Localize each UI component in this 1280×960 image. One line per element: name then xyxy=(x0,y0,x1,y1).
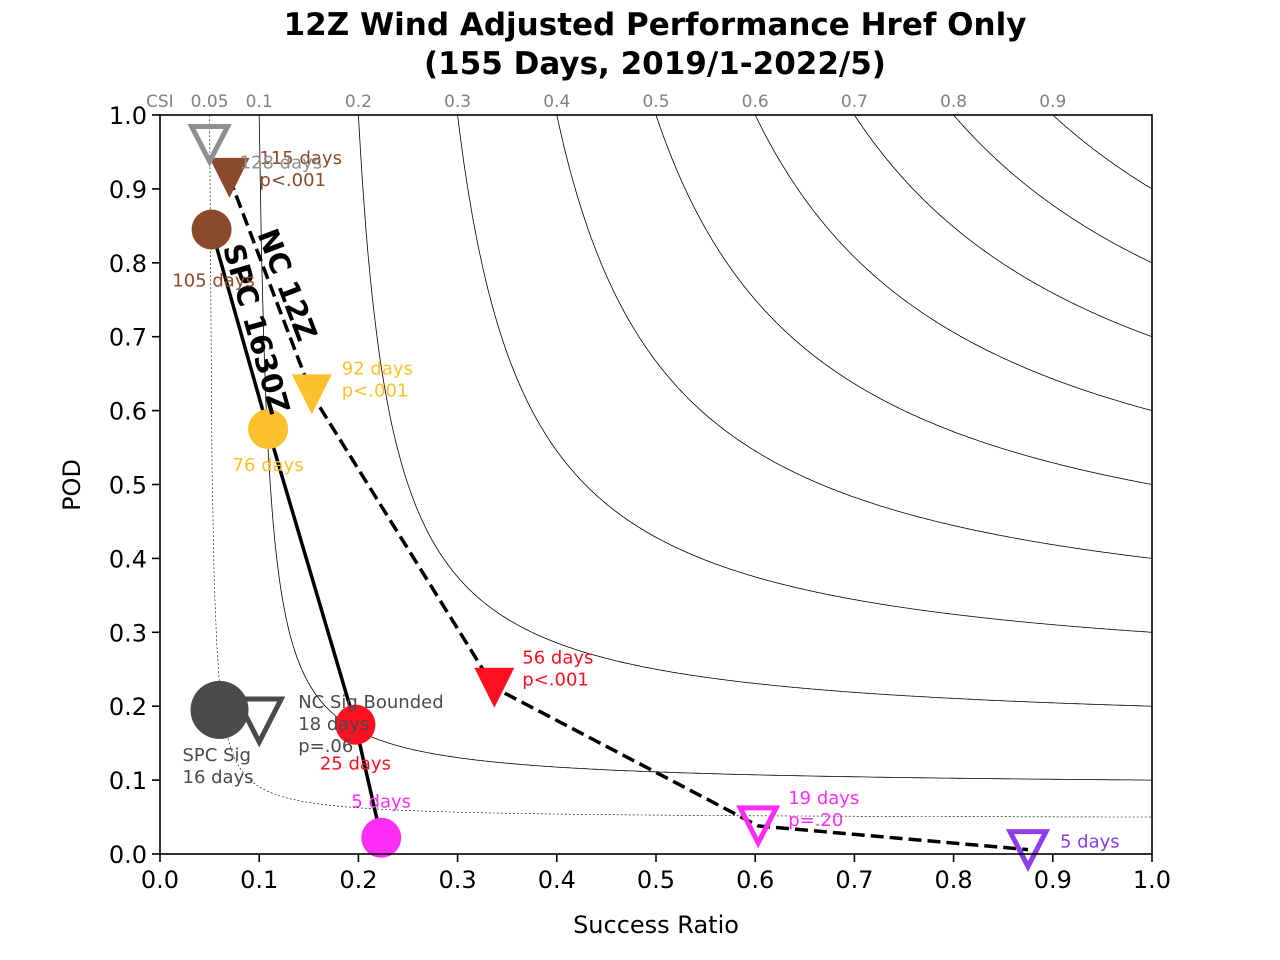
axes: 0.05 0.1 0.2 0.3 0.4 0.5 0.6 0.7 0.8 0.9 0.0 0.1 0.2… xyxy=(109,92,1171,894)
point-nc-12z-0 xyxy=(209,157,250,198)
y-tick-label-0-0: 0.0 xyxy=(109,841,147,869)
csi-tick-label-0-6: 0.6 xyxy=(742,92,769,112)
y-tick-label-0-5: 0.5 xyxy=(109,472,147,500)
x-tick-label-0-1: 0.1 xyxy=(240,866,278,894)
point-nc-sig-bounded-0 xyxy=(233,696,286,748)
csi-contour-0-6 xyxy=(754,115,1152,411)
label-spc-1630z-1-line-0: 76 days xyxy=(233,455,304,476)
label-nc-12z-2-line-0: 56 days xyxy=(522,648,593,669)
point-nc-12z-3 xyxy=(736,805,781,849)
y-tick-label-0-1: 0.1 xyxy=(109,767,147,795)
label-spc-sig-0-line-0: SPC Sig xyxy=(183,745,251,766)
x-tick-label-0-5: 0.5 xyxy=(637,866,675,894)
csi-tick-label-0-05: 0.05 xyxy=(191,92,229,112)
x-tick-label-0-6: 0.6 xyxy=(736,866,774,894)
label-spc-sig-0-line-1: 16 days xyxy=(183,767,254,788)
csi-contour-0-3 xyxy=(457,115,1152,633)
csi-contour-0-4 xyxy=(556,115,1152,559)
label-nc-12z-extra-0-line-0: 128 days xyxy=(240,153,323,174)
csi-contour-0-9 xyxy=(1052,115,1152,190)
csi-tick-label-0-7: 0.7 xyxy=(841,92,868,112)
csi-tick-label-0-8: 0.8 xyxy=(940,92,967,112)
csi-contour-0-8 xyxy=(953,115,1152,264)
label-nc-12z-2-line-1: p<.001 xyxy=(522,670,589,691)
x-axis-label: Success Ratio xyxy=(573,911,739,939)
csi-contour-0-05 xyxy=(209,115,1152,818)
y-tick-label-0-3: 0.3 xyxy=(109,619,147,647)
csi-contour-0-5 xyxy=(655,115,1152,485)
csi-title: CSI xyxy=(146,92,174,112)
point-spc-1630z-0 xyxy=(191,209,232,250)
y-tick-label-0-8: 0.8 xyxy=(109,250,147,278)
label-nc-12z-0-line-1: p<.001 xyxy=(259,170,326,191)
label-nc-12z-0-line-0: 115 days xyxy=(259,148,342,169)
point-nc-12z-extra-0 xyxy=(187,124,232,168)
csi-tick-label-0-3: 0.3 xyxy=(444,92,471,112)
label-nc-12z-3-line-0: 19 days xyxy=(788,788,859,809)
chart-title-line-2: (155 Days, 2019/1-2022/5) xyxy=(424,46,886,82)
csi-tick-label-0-4: 0.4 xyxy=(543,92,570,112)
y-tick-label-1-0: 1.0 xyxy=(109,102,147,130)
y-axis-label: POD xyxy=(58,459,86,511)
x-tick-label-0-7: 0.7 xyxy=(835,866,873,894)
y-tick-label-0-6: 0.6 xyxy=(109,398,147,426)
x-tick-label-0-0: 0.0 xyxy=(141,866,179,894)
label-nc-sig-bounded-0-line-2: p=.06 xyxy=(298,736,353,757)
label-nc-sig-bounded-0-line-0: NC Sig Bounded xyxy=(298,692,443,713)
x-tick-label-1-0: 1.0 xyxy=(1133,866,1171,894)
chart-title-line-1: 12Z Wind Adjusted Performance Href Only xyxy=(284,7,1027,43)
label-nc-12z-4-line-0: 5 days xyxy=(1060,832,1120,853)
label-nc-sig-bounded-0-line-1: 18 days xyxy=(298,714,369,735)
y-tick-label-0-7: 0.7 xyxy=(109,324,147,352)
x-tick-label-0-4: 0.4 xyxy=(538,866,576,894)
y-tick-label-0-4: 0.4 xyxy=(109,545,147,573)
label-nc-12z-3-line-1: p=.20 xyxy=(788,810,843,831)
point-nc-12z-1 xyxy=(291,374,332,415)
point-spc-1630z-2 xyxy=(335,704,376,745)
y-tick-label-0-9: 0.9 xyxy=(109,176,147,204)
label-spc-1630z-0-line-0: 105 days xyxy=(172,271,255,292)
label-nc-12z-1-line-1: p<.001 xyxy=(342,380,409,401)
x-tick-label-0-2: 0.2 xyxy=(339,866,377,894)
csi-tick-label-0-9: 0.9 xyxy=(1039,92,1066,112)
point-nc-12z-4 xyxy=(1005,829,1051,873)
series-line-spc-1630z xyxy=(209,229,383,839)
point-spc-1630z-3 xyxy=(361,817,402,858)
label-nc-12z-1-line-0: 92 days xyxy=(342,358,413,379)
label-spc-1630z-2-line-0: 25 days xyxy=(320,754,391,775)
csi-tick-label-0-1: 0.1 xyxy=(246,92,273,112)
x-tick-label-0-9: 0.9 xyxy=(1034,866,1072,894)
csi-contour-0-2 xyxy=(358,115,1152,707)
label-spc-1630z-3-line-0: 5 days xyxy=(351,792,411,813)
x-tick-label-0-8: 0.8 xyxy=(935,866,973,894)
data-points xyxy=(187,124,1051,873)
point-spc-sig-0 xyxy=(190,680,249,739)
point-nc-12z-2 xyxy=(474,667,515,708)
csi-tick-label-0-2: 0.2 xyxy=(345,92,372,112)
csi-contours xyxy=(209,115,1152,818)
csi-tick-label-0-5: 0.5 xyxy=(642,92,669,112)
point-spc-1630z-1 xyxy=(248,409,289,450)
csi-contour-0-7 xyxy=(854,115,1152,338)
csi-contour-0-1 xyxy=(258,115,1152,781)
x-tick-label-0-3: 0.3 xyxy=(439,866,477,894)
y-tick-label-0-2: 0.2 xyxy=(109,693,147,721)
